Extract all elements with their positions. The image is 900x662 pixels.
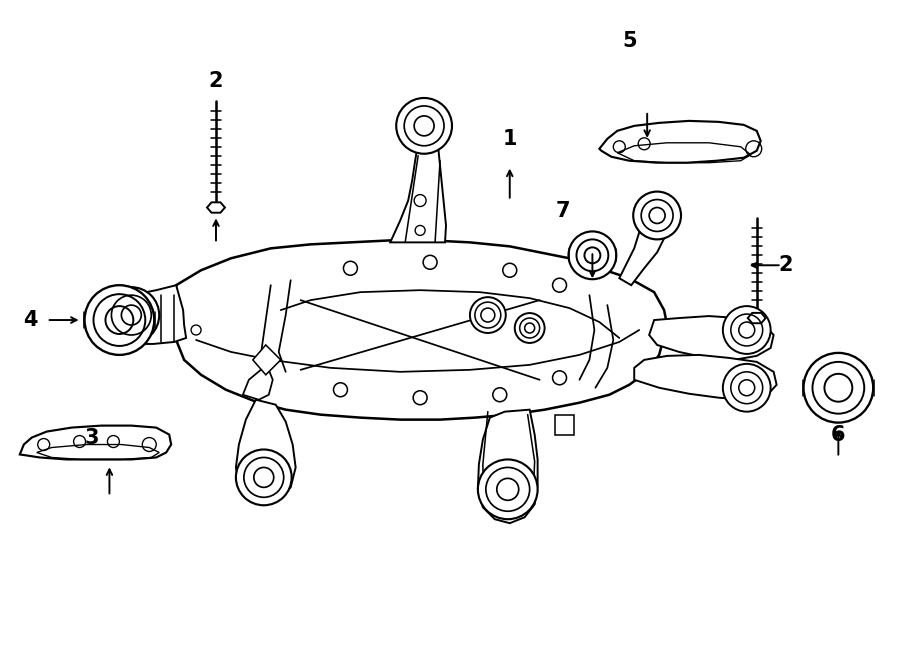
Polygon shape (554, 414, 574, 434)
Polygon shape (748, 313, 766, 323)
Polygon shape (391, 119, 446, 242)
Circle shape (515, 313, 544, 343)
Text: 4: 4 (23, 310, 38, 330)
Circle shape (396, 98, 452, 154)
Polygon shape (253, 345, 281, 375)
Text: 6: 6 (831, 424, 846, 445)
Circle shape (470, 297, 506, 333)
Polygon shape (175, 240, 667, 420)
Circle shape (634, 191, 681, 240)
Polygon shape (619, 205, 671, 285)
Polygon shape (649, 316, 774, 360)
Polygon shape (243, 370, 273, 400)
Circle shape (569, 232, 616, 279)
Circle shape (478, 459, 537, 519)
Text: 5: 5 (622, 31, 636, 51)
Circle shape (236, 449, 292, 505)
Circle shape (104, 287, 159, 343)
Polygon shape (634, 355, 777, 400)
Text: 3: 3 (85, 428, 99, 448)
Circle shape (723, 306, 770, 354)
Polygon shape (236, 400, 296, 503)
Circle shape (85, 285, 154, 355)
Circle shape (723, 364, 770, 412)
Polygon shape (207, 203, 225, 213)
Text: 2: 2 (778, 256, 793, 275)
Polygon shape (94, 285, 186, 344)
Text: 1: 1 (502, 129, 517, 149)
Text: 2: 2 (209, 71, 223, 91)
Polygon shape (20, 426, 171, 459)
Text: 7: 7 (556, 201, 571, 220)
Circle shape (804, 353, 873, 422)
Polygon shape (478, 410, 537, 523)
Polygon shape (599, 121, 760, 163)
